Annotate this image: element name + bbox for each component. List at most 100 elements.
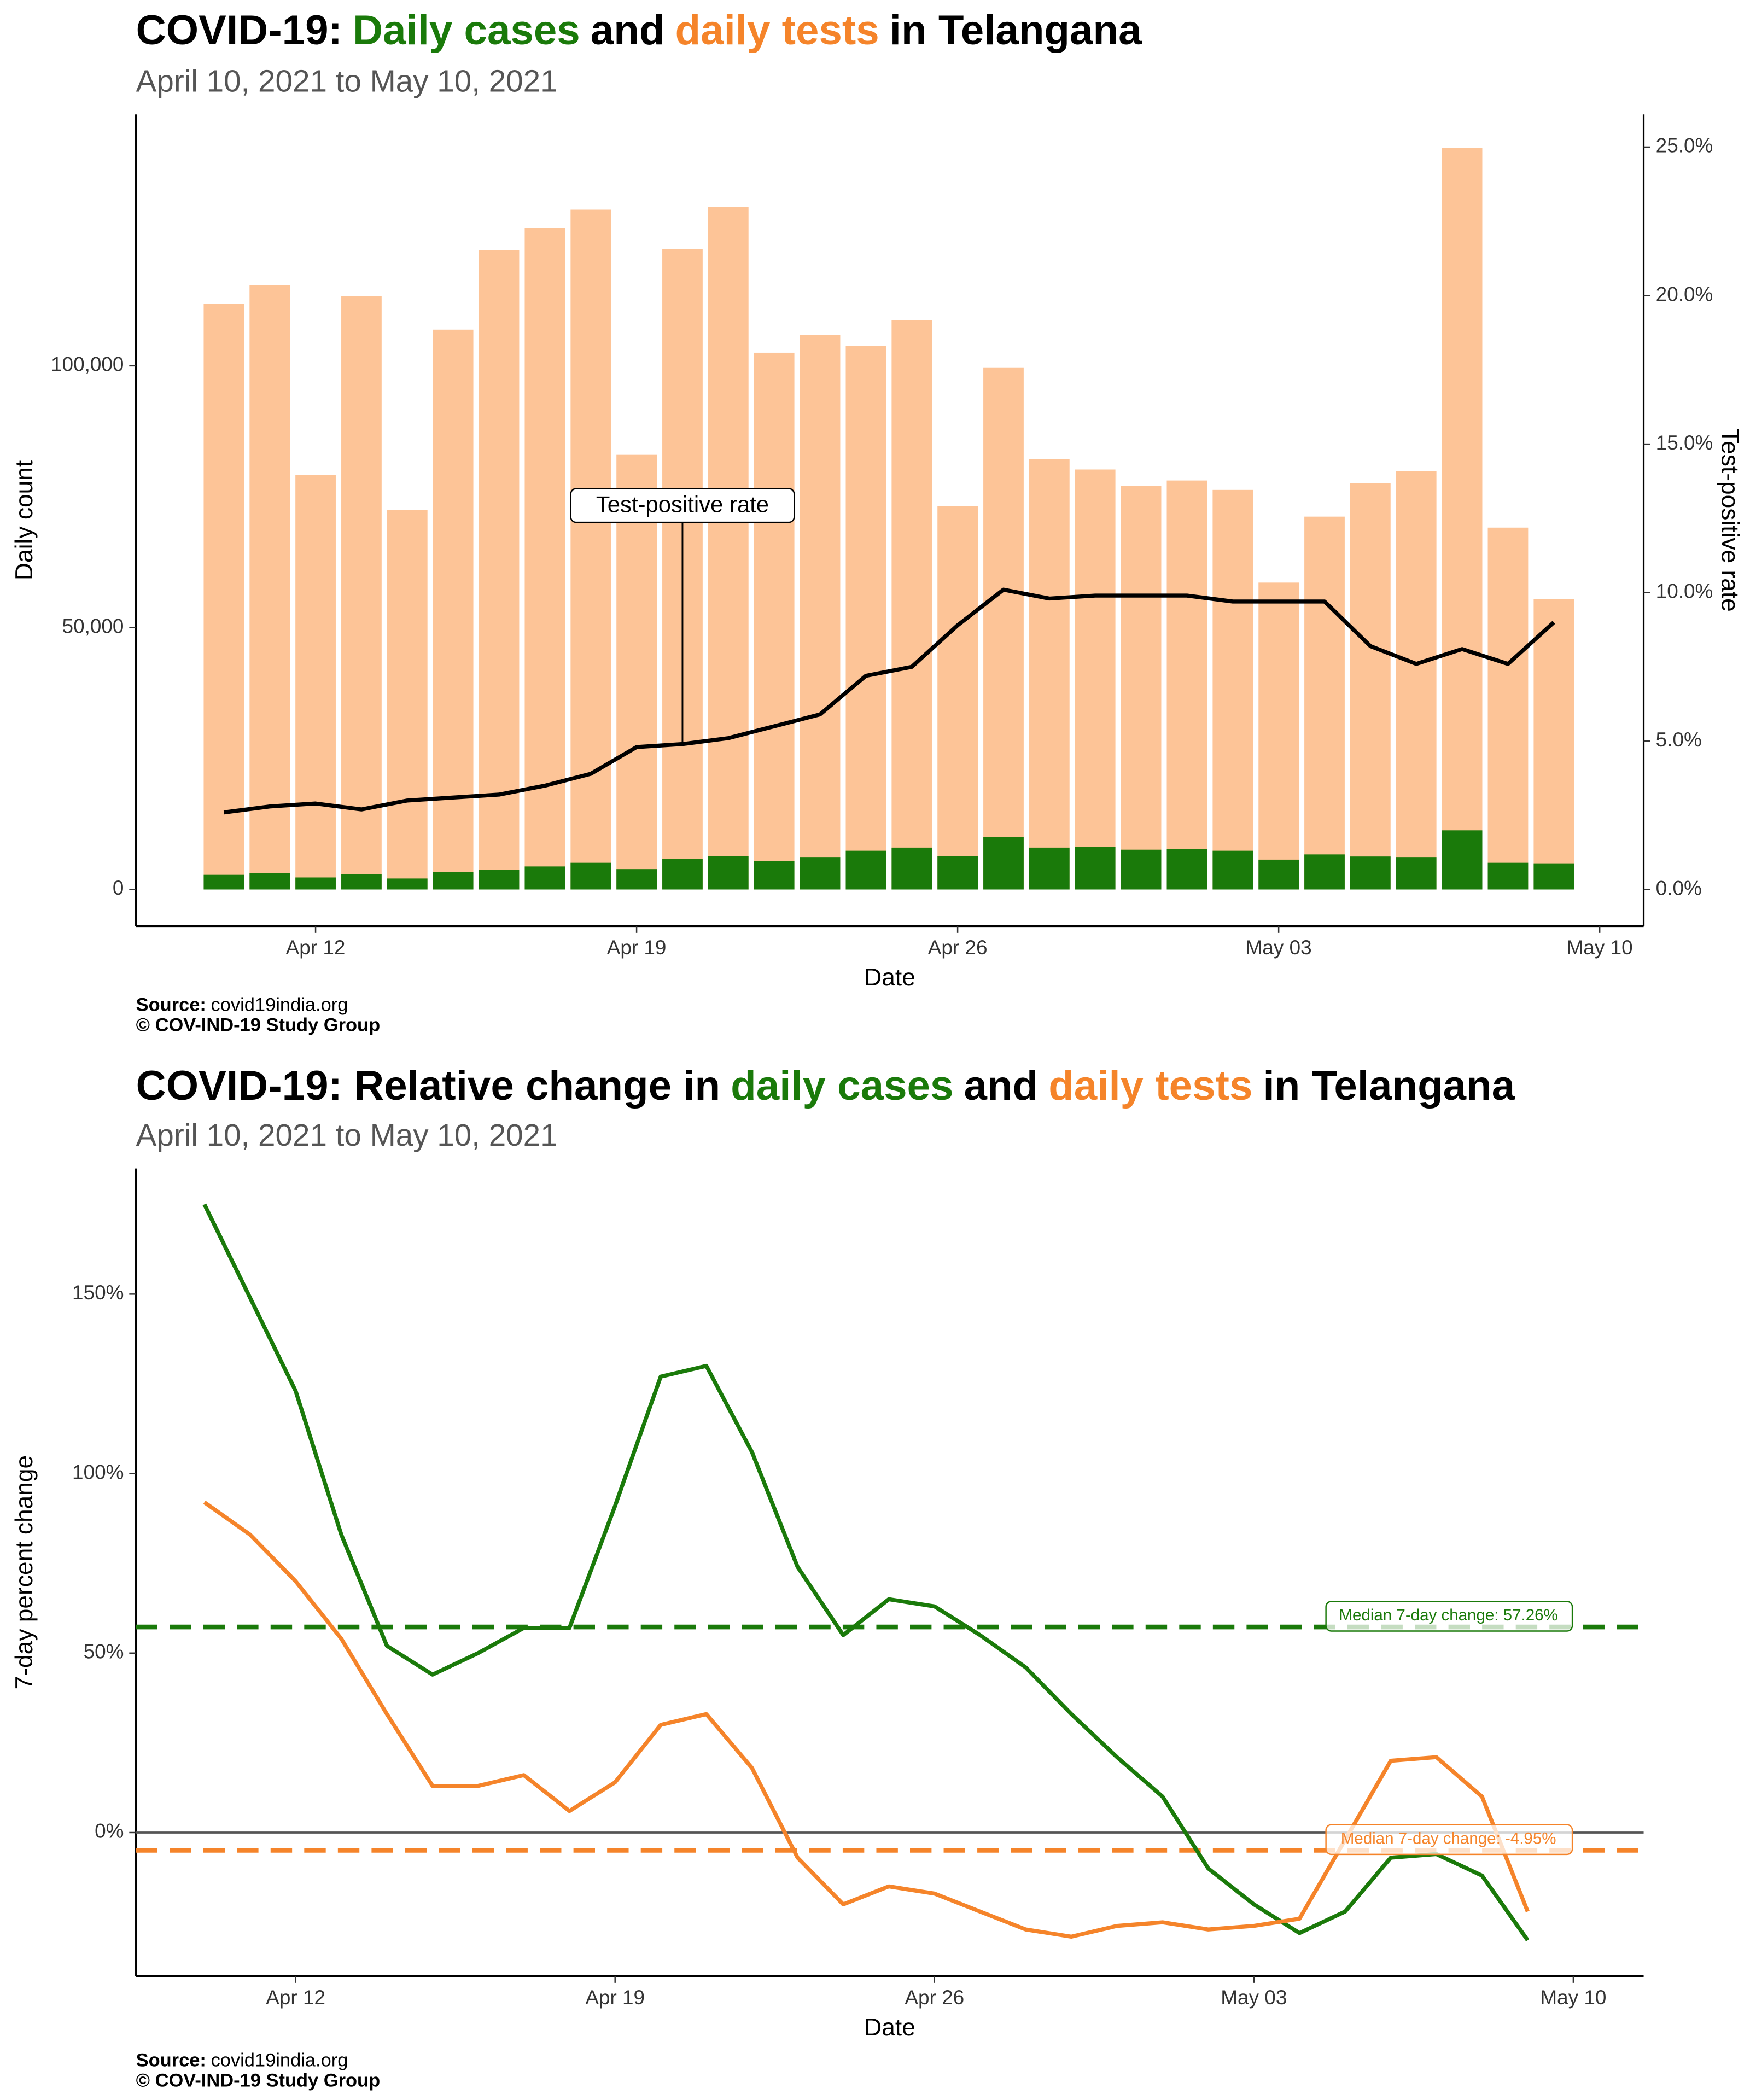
bar [891, 320, 932, 890]
title-part: daily cases [731, 1063, 953, 1109]
bar [708, 856, 749, 890]
bar [1488, 862, 1529, 890]
bar [203, 304, 244, 890]
title-part: and [591, 7, 665, 54]
y-axis-label: 7-day percent change [11, 1455, 38, 1690]
bar [1258, 859, 1299, 890]
title-part: COVID-19: Relative change in [136, 1063, 720, 1109]
bar [1166, 849, 1208, 890]
series-line [223, 587, 1555, 815]
source-name: covid19india.org [211, 995, 348, 1016]
credit: © COV-IND-19 Study Group [136, 1015, 381, 1036]
y2-tick-label: 15.0% [1656, 431, 1713, 454]
bar [662, 859, 703, 890]
title-part: in Telangana [890, 7, 1142, 54]
bar [708, 207, 749, 890]
bar [295, 475, 336, 890]
y-tick-label: 150% [72, 1281, 124, 1304]
bar [249, 873, 290, 890]
title-part: in Telangana [1263, 1063, 1515, 1109]
bar [1396, 857, 1437, 890]
title-part: Daily cases [353, 7, 580, 54]
bar [1488, 527, 1529, 890]
bar [1029, 847, 1070, 890]
chart-title: COVID-19: Relative change in daily cases a… [136, 1063, 1515, 1109]
bar [341, 874, 382, 890]
y-tick-label: 0% [95, 1820, 124, 1842]
source: Source: covid19india.org [136, 2050, 348, 2070]
bar [433, 329, 474, 890]
median-label: Median 7-day change: 57.26% [1339, 1606, 1558, 1624]
bar [800, 857, 841, 890]
bar [524, 866, 565, 890]
median-label: Median 7-day change: -4.95% [1341, 1830, 1556, 1848]
bar [387, 878, 428, 890]
median-label-box [1325, 1601, 1573, 1632]
bar [983, 837, 1024, 890]
title-part: COVID-19: [136, 7, 342, 54]
chart-subtitle: April 10, 2021 to May 10, 2021 [136, 1118, 558, 1152]
y-tick-label: 50,000 [62, 615, 124, 637]
x-tick-label: Apr 19 [585, 1986, 645, 2009]
y2-tick-label: 0.0% [1656, 877, 1702, 899]
x-tick-label: Apr 26 [905, 1986, 964, 2009]
bar [754, 352, 795, 890]
bar [937, 856, 978, 890]
x-tick-label: May 10 [1567, 936, 1633, 959]
bar [1304, 854, 1345, 890]
bar [479, 870, 520, 890]
bar [616, 454, 657, 890]
x-tick-label: Apr 19 [607, 936, 667, 959]
x-axis-label: Date [864, 964, 915, 991]
title-part: and [964, 1063, 1038, 1109]
y2-tick-label: 5.0% [1656, 728, 1702, 751]
bar [1533, 599, 1574, 890]
source-label: Source: [136, 2050, 206, 2070]
annotation-text: Test-positive rate [596, 492, 769, 517]
y-tick-label: 0 [113, 877, 124, 899]
x-tick-label: Apr 12 [286, 936, 346, 959]
bar [1075, 847, 1116, 890]
source-name: covid19india.org [211, 2050, 348, 2070]
chart-subtitle: April 10, 2021 to May 10, 2021 [136, 63, 558, 98]
bar [1121, 849, 1162, 890]
title-part: daily tests [675, 7, 879, 54]
bar [754, 861, 795, 890]
x-axis-label: Date [864, 2014, 915, 2041]
bar [1075, 469, 1116, 890]
y2-tick-label: 20.0% [1656, 283, 1713, 305]
bar [845, 346, 886, 890]
bar [479, 250, 520, 890]
x-tick-label: May 03 [1221, 1986, 1287, 2009]
bar [983, 367, 1024, 890]
bar [891, 847, 932, 890]
bar [616, 869, 657, 890]
source-label: Source: [136, 995, 206, 1016]
bar [1212, 850, 1253, 890]
bar [433, 872, 474, 890]
bar [1533, 863, 1574, 890]
y-axis-label: Daily count [11, 460, 38, 580]
bar [1029, 459, 1070, 890]
y2-axis-label: Test-positive rate [1716, 429, 1743, 612]
source: Source: covid19india.org [136, 995, 348, 1016]
y-tick-label: 100,000 [51, 353, 124, 376]
bar [524, 228, 565, 890]
bar [800, 335, 841, 890]
bar [1442, 830, 1483, 890]
x-tick-label: May 03 [1246, 936, 1312, 959]
bar [1212, 489, 1253, 890]
y-tick-label: 50% [84, 1641, 124, 1663]
bar [1258, 582, 1299, 890]
bar [1442, 148, 1483, 890]
bar [295, 877, 336, 890]
chart-title: COVID-19: Daily cases and daily tests in Tel… [136, 7, 1142, 54]
x-tick-label: Apr 12 [266, 1986, 325, 2009]
y2-tick-label: 10.0% [1656, 580, 1713, 602]
bar [387, 510, 428, 890]
credit: © COV-IND-19 Study Group [136, 2070, 381, 2091]
bar [570, 862, 611, 890]
series-line [203, 1501, 1530, 1939]
title-part: daily tests [1048, 1063, 1252, 1109]
